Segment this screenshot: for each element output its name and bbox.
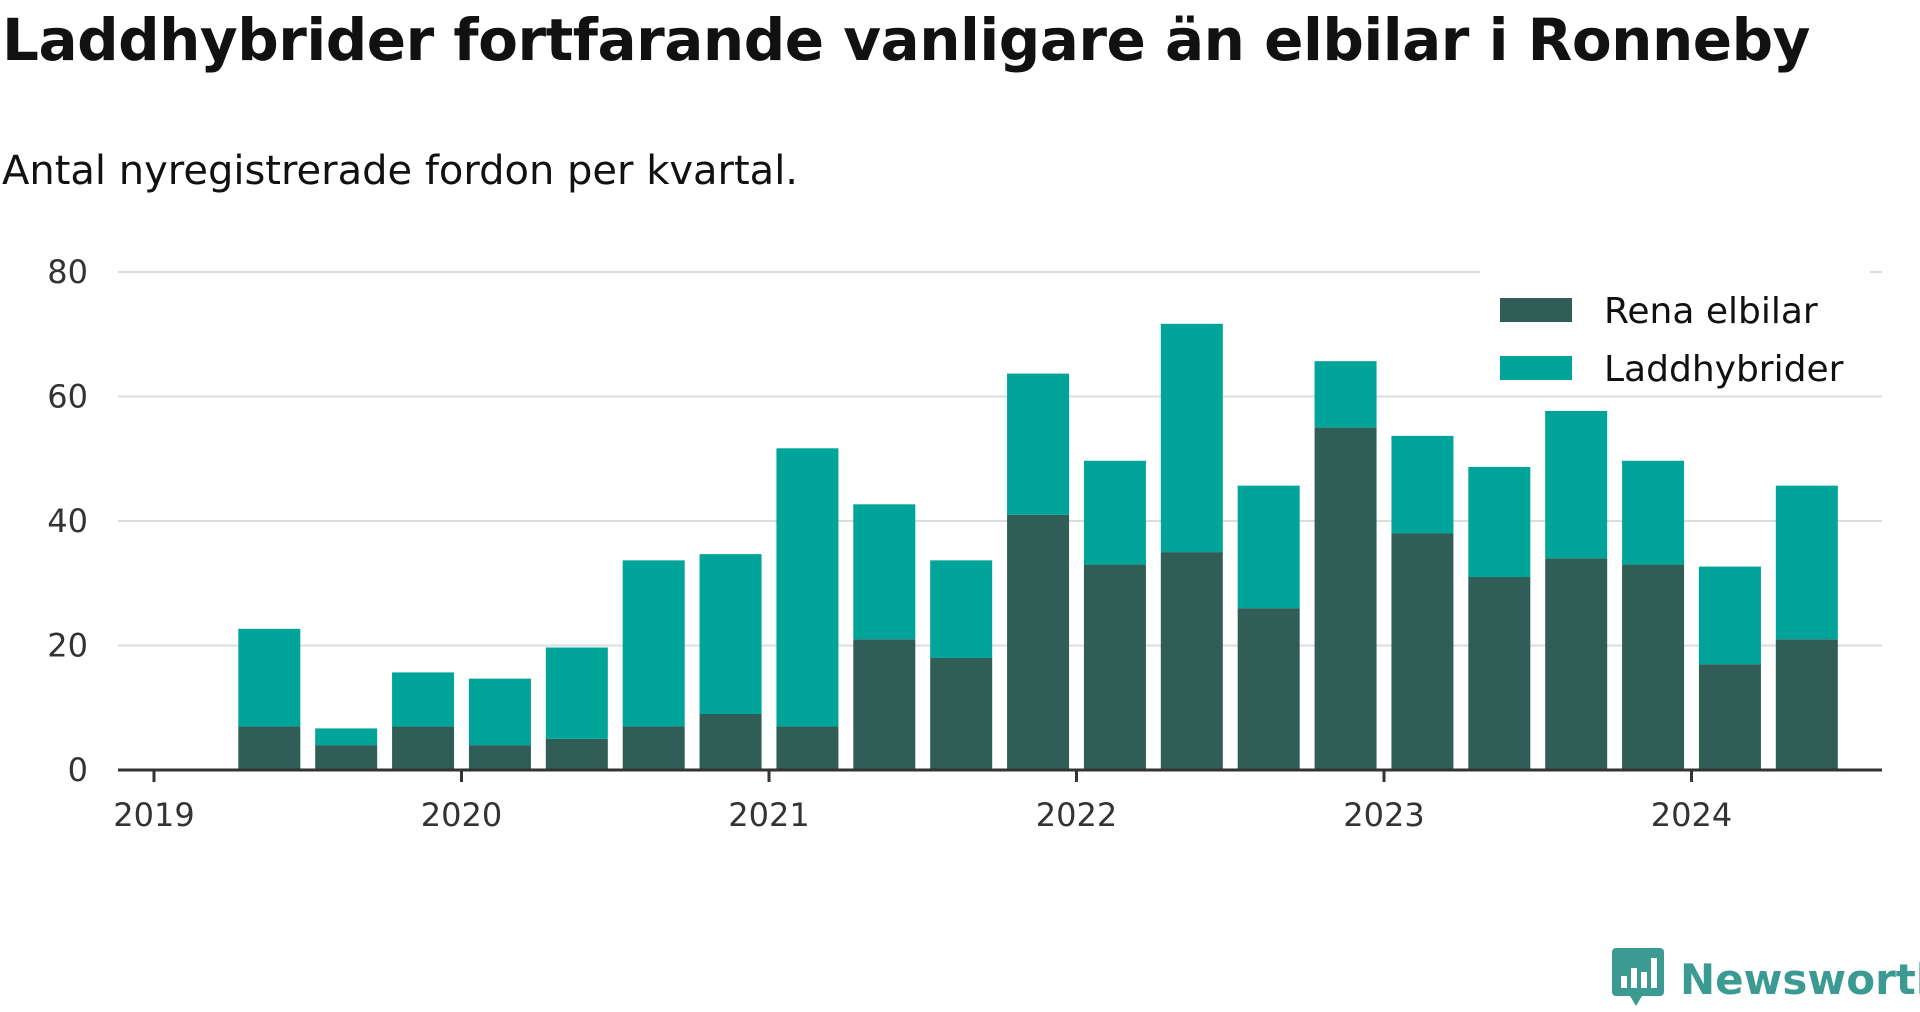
- bar-rena-elbilar-2020-q2: [545, 738, 608, 770]
- bar-laddhybrider-2021-q1: [776, 448, 839, 727]
- bar-rena-elbilar-2023-q1: [1391, 533, 1454, 770]
- bar-laddhybrider-2019-q2: [238, 628, 301, 727]
- bar-rena-elbilar-2021-q4: [1007, 514, 1070, 770]
- bar-laddhybrider-2020-q1: [468, 678, 531, 746]
- bar-rena-elbilar-2020-q4: [699, 713, 762, 770]
- bar-rena-elbilar-2021-q3: [930, 657, 993, 770]
- x-tick-label-2024: 2024: [1651, 796, 1732, 834]
- bars: [238, 323, 1838, 770]
- bar-rena-elbilar-2022-q3: [1237, 608, 1300, 770]
- y-tick-label-40: 40: [47, 502, 88, 540]
- x-tick-label-2019: 2019: [113, 796, 194, 834]
- chart-subtitle: Antal nyregistrerade fordon per kvartal.: [2, 148, 799, 194]
- bar-laddhybrider-2021-q4: [1007, 373, 1070, 515]
- bar-rena-elbilar-2022-q2: [1160, 552, 1223, 770]
- bar-laddhybrider-2022-q1: [1083, 460, 1146, 565]
- bar-laddhybrider-2019-q3: [315, 728, 378, 746]
- x-tick-label-2020: 2020: [421, 796, 502, 834]
- y-tick-label-80: 80: [47, 253, 88, 291]
- legend-label-rena-elbilar: Rena elbilar: [1604, 291, 1818, 332]
- bar-laddhybrider-2021-q2: [853, 504, 916, 640]
- y-tick-label-60: 60: [47, 378, 88, 416]
- chart: 0 20 40 60 80 2019 2020 2021 2022 2023 2024 Rena …: [47, 253, 1882, 834]
- bar-laddhybrider-2023-q1: [1391, 435, 1454, 534]
- bar-laddhybrider-2022-q4: [1314, 361, 1377, 428]
- y-axis: 0 20 40 60 80: [47, 253, 88, 789]
- x-axis: 2019 2020 2021 2022 2023 2024: [113, 768, 1882, 834]
- bar-rena-elbilar-2023-q4: [1622, 564, 1685, 770]
- bar-laddhybrider-2024-q1: [1698, 566, 1761, 665]
- bar-rena-elbilar-2019-q3: [315, 745, 378, 770]
- chart-title: Laddhybrider fortfarande vanligare än el…: [2, 6, 1810, 74]
- bar-laddhybrider-2024-q2: [1775, 485, 1838, 640]
- bar-laddhybrider-2021-q3: [930, 560, 993, 658]
- bar-laddhybrider-2019-q4: [392, 672, 455, 727]
- y-tick-label-20: 20: [47, 627, 88, 665]
- legend-label-laddhybrider: Laddhybrider: [1604, 349, 1844, 390]
- bar-rena-elbilar-2022-q4: [1314, 427, 1377, 770]
- newsworthy-logo: Newsworthy: [1612, 946, 1920, 1012]
- bar-rena-elbilar-2020-q1: [468, 745, 531, 770]
- bar-laddhybrider-2020-q2: [545, 647, 608, 739]
- x-tick-label-2023: 2023: [1343, 796, 1424, 834]
- bar-rena-elbilar-2021-q1: [776, 726, 839, 770]
- bar-rena-elbilar-2024-q1: [1698, 664, 1761, 770]
- bar-rena-elbilar-2022-q1: [1083, 564, 1146, 770]
- y-tick-label-0: 0: [68, 751, 88, 789]
- bar-laddhybrider-2023-q3: [1545, 410, 1608, 559]
- bar-laddhybrider-2022-q2: [1160, 323, 1223, 553]
- newsworthy-logo-text: Newsworthy: [1680, 954, 1920, 1004]
- bar-rena-elbilar-2021-q2: [853, 639, 916, 770]
- bar-rena-elbilar-2020-q3: [622, 726, 685, 770]
- bar-rena-elbilar-2024-q2: [1775, 639, 1838, 770]
- bar-laddhybrider-2023-q2: [1468, 466, 1531, 578]
- bar-laddhybrider-2020-q4: [699, 554, 762, 714]
- legend-swatch-laddhybrider: [1500, 356, 1572, 380]
- bar-laddhybrider-2023-q4: [1622, 460, 1685, 565]
- x-tick-label-2022: 2022: [1036, 796, 1117, 834]
- newsworthy-logo-icon: [1612, 948, 1664, 1006]
- bar-laddhybrider-2022-q3: [1237, 485, 1300, 609]
- bar-rena-elbilar-2023-q2: [1468, 577, 1531, 770]
- x-tick-label-2021: 2021: [728, 796, 809, 834]
- legend: Rena elbilar Laddhybrider: [1480, 268, 1870, 392]
- legend-swatch-rena-elbilar: [1500, 298, 1572, 322]
- bar-rena-elbilar-2023-q3: [1545, 558, 1608, 770]
- bar-rena-elbilar-2019-q4: [392, 726, 455, 770]
- bar-laddhybrider-2020-q3: [622, 560, 685, 727]
- bar-rena-elbilar-2019-q2: [238, 726, 301, 770]
